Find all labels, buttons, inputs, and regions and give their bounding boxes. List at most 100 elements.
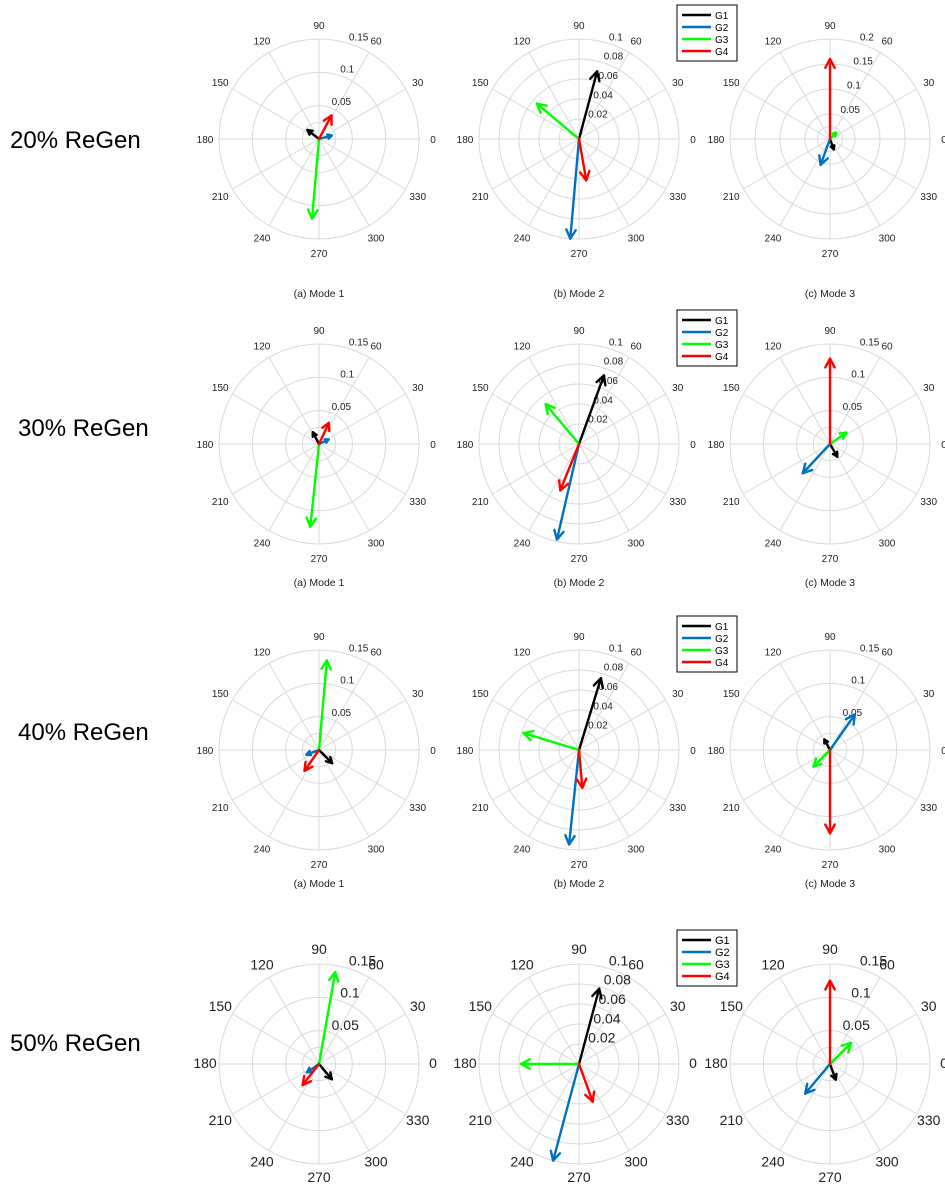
radial-tick-0.06: 0.06 [599,71,619,82]
grid-spoke [268,138,320,226]
vector-G2 [818,137,832,167]
grid-spoke [743,88,831,140]
radial-tick-0.1: 0.1 [609,337,623,348]
legend-label-G3: G3 [715,646,729,657]
angle-tick-270: 270 [818,1169,842,1185]
grid-spoke [829,443,917,495]
angle-tick-0: 0 [941,746,945,757]
grid-spoke [829,138,881,226]
grid-spoke [528,663,580,751]
legend-label-G3: G3 [715,35,729,46]
radial-tick-0.2: 0.2 [860,32,874,43]
grid-spoke [578,1063,630,1151]
vector-G4 [317,114,333,141]
grid-spoke [829,977,881,1065]
grid-spoke [492,699,580,751]
grid-spoke [318,749,370,837]
angle-tick-90: 90 [824,632,836,643]
angle-tick-150: 150 [469,998,493,1014]
grid-spoke [743,393,831,445]
grid-spoke [268,977,320,1065]
angle-tick-30: 30 [672,383,684,394]
angle-tick-210: 210 [212,192,229,203]
legend-label-G3: G3 [715,340,729,351]
angle-tick-240: 240 [254,539,271,550]
grid-spoke [318,749,406,801]
radial-tick-0.05: 0.05 [843,402,863,413]
radial-tick-0.05: 0.05 [332,1017,359,1033]
legend-label-G1: G1 [715,316,729,327]
radial-tick-0.1: 0.1 [851,676,865,687]
radial-tick-0.1: 0.1 [340,985,360,1001]
grid-spoke [743,699,831,751]
grid-spoke [578,88,666,140]
radial-tick-0.08: 0.08 [604,52,624,63]
angle-tick-120: 120 [514,647,531,658]
angle-tick-180: 180 [457,135,474,146]
radial-tick-0.1: 0.1 [851,370,865,381]
radial-tick-0.04: 0.04 [593,701,613,712]
angle-tick-60: 60 [630,647,642,658]
angle-tick-240: 240 [514,539,531,550]
radial-tick-0.06: 0.06 [599,991,626,1007]
grid-spoke [492,1013,580,1065]
angle-tick-120: 120 [254,647,271,658]
radial-tick-0.1: 0.1 [609,32,623,43]
grid-spoke [492,1063,580,1115]
angle-tick-60: 60 [368,956,384,972]
grid-spoke [268,357,320,445]
angle-tick-330: 330 [920,192,937,203]
angle-tick-330: 330 [669,192,686,203]
angle-tick-270: 270 [311,249,328,260]
legend-label-G3: G3 [715,959,730,971]
angle-tick-90: 90 [824,326,836,337]
angle-tick-330: 330 [406,1112,430,1128]
vector-G3 [828,1041,853,1066]
angle-tick-210: 210 [723,497,740,508]
angle-tick-120: 120 [250,956,274,972]
grid-spoke [232,138,320,190]
legend-label-G1: G1 [715,622,729,633]
grid-spoke [268,52,320,140]
radial-tick-0.15: 0.15 [853,57,873,68]
radial-tick-0.02: 0.02 [588,1030,615,1046]
angle-tick-180: 180 [708,135,725,146]
grid-spoke [528,138,580,226]
grid-spoke [492,88,580,140]
angle-tick-180: 180 [453,1055,477,1071]
angle-tick-150: 150 [723,689,740,700]
panel-caption: (b) Mode 2 [554,878,605,890]
vector-G4 [301,1062,321,1087]
angle-tick-120: 120 [254,341,271,352]
legend-label-G1: G1 [715,11,729,22]
angle-tick-30: 30 [923,689,935,700]
grid-spoke [829,663,881,751]
angle-tick-90: 90 [573,21,585,32]
polar-panel-9: 0 30 60 90 120 150 180 210 240 270 300 330 0.05 0.1 0.… [708,632,945,890]
angle-tick-300: 300 [628,845,645,856]
angle-tick-240: 240 [510,1154,534,1170]
vector-G4 [577,1062,596,1103]
radial-tick-0.15: 0.15 [860,337,880,348]
angle-tick-90: 90 [573,326,585,337]
angle-tick-30: 30 [672,78,684,89]
grid-spoke [829,1013,917,1065]
angle-tick-60: 60 [630,36,642,47]
angle-tick-240: 240 [514,845,531,856]
angle-tick-180: 180 [197,440,214,451]
grid-spoke [578,138,666,190]
angle-tick-30: 30 [412,689,424,700]
legend-label-G4: G4 [715,971,730,983]
angle-tick-300: 300 [875,1154,899,1170]
radial-tick-0.08: 0.08 [604,663,624,674]
panel-caption: (b) Mode 2 [554,288,605,300]
grid-spoke [829,443,881,531]
vector-G2 [801,442,832,475]
angle-tick-270: 270 [307,1169,331,1185]
angle-tick-0: 0 [430,746,436,757]
grid-spoke [318,138,370,226]
radial-tick-0.04: 0.04 [593,395,613,406]
grid-spoke [578,443,630,531]
